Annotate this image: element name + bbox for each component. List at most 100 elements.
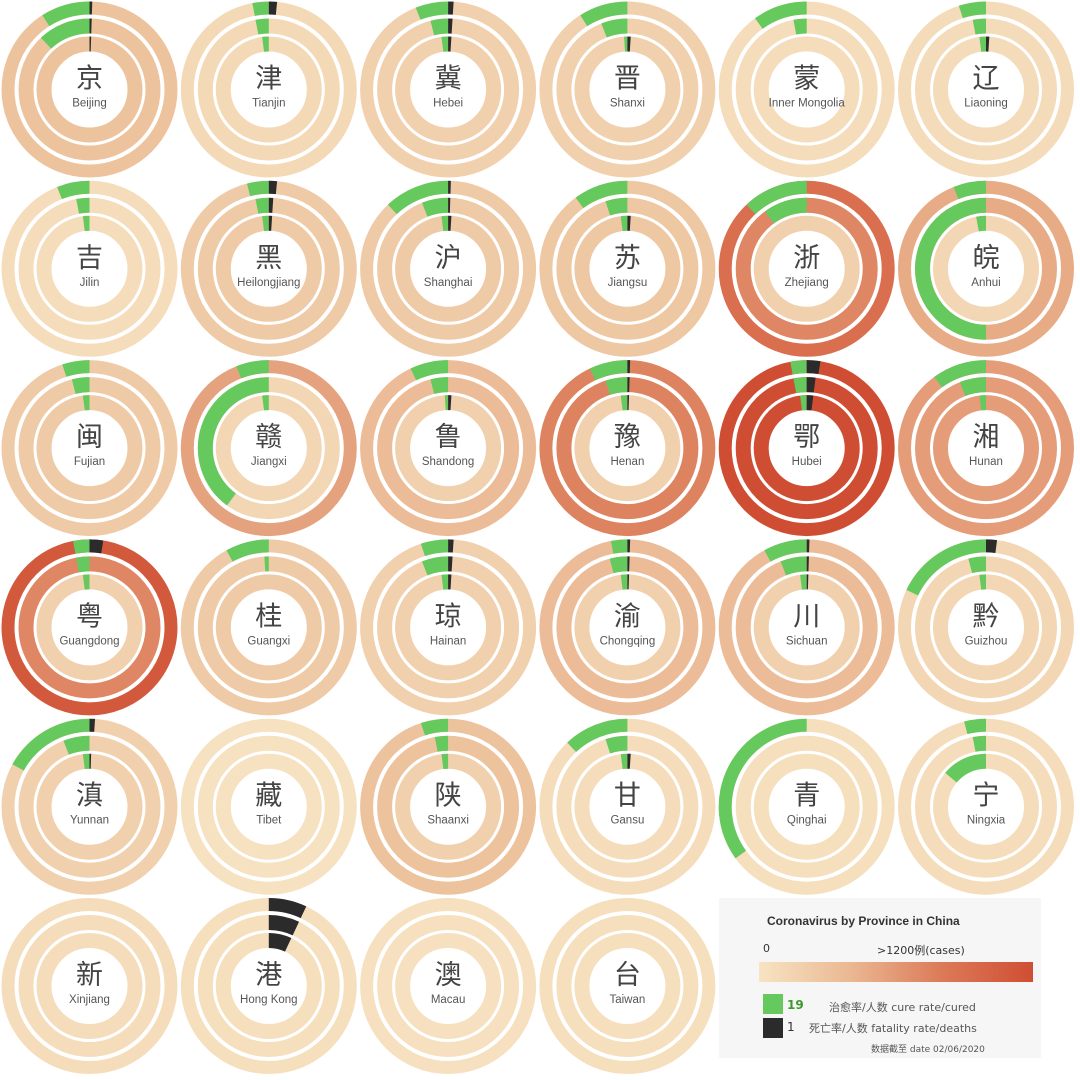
province-beijing: 京 Beijing — [1, 1, 178, 178]
cure-arc-middle — [972, 735, 986, 752]
cure-arc-outer — [236, 360, 269, 379]
cure-arc-outer — [415, 1, 449, 20]
cure-arc-inner — [441, 36, 449, 52]
province-henan: 豫 Henan — [539, 360, 716, 537]
province-character: 鄂 — [793, 422, 820, 453]
cure-arc-outer — [934, 360, 986, 388]
province-fujian: 闽 Fujian — [1, 360, 178, 537]
province-character: 皖 — [973, 243, 1000, 274]
legend-scale-min: 0 — [763, 942, 770, 955]
case-ring-inner — [215, 574, 322, 681]
province-name: Jiangsu — [608, 277, 648, 289]
cure-arc-inner — [976, 215, 986, 232]
case-ring-inner — [753, 753, 860, 860]
case-ring-inner — [753, 215, 860, 322]
cure-arc-middle — [71, 377, 90, 394]
province-sichuan: 川 Sichuan — [718, 539, 895, 716]
province-character: 台 — [614, 960, 641, 991]
province-name: Xinjiang — [69, 994, 110, 1006]
province-character: 沪 — [435, 243, 462, 274]
province-tibet: 藏 Tibet — [180, 718, 357, 895]
legend-death-label: 死亡率/人数 fatality rate/deaths — [809, 1022, 977, 1035]
case-ring-outer — [180, 718, 357, 895]
province-name: Hainan — [430, 635, 466, 647]
cure-arc-inner — [800, 574, 807, 590]
death-arc-inner — [627, 753, 631, 769]
province-character: 川 — [793, 601, 820, 632]
death-arc-inner — [89, 36, 92, 52]
cure-arc-inner — [82, 395, 90, 411]
cure-arc-middle — [421, 556, 449, 576]
death-arc-middle — [627, 556, 630, 572]
province-character: 黑 — [255, 243, 282, 274]
province-name: Fujian — [74, 456, 105, 468]
province-character: 青 — [793, 781, 820, 812]
province-character: 宁 — [973, 781, 1000, 812]
province-name: Heilongjiang — [237, 277, 300, 289]
province-name: Tianjin — [252, 98, 285, 110]
province-name: Guangdong — [59, 635, 119, 647]
death-arc-inner — [89, 753, 92, 769]
death-arc-outer — [89, 718, 96, 732]
cure-arc-outer — [226, 539, 269, 562]
death-arc-inner — [627, 215, 631, 231]
cure-arc-middle — [264, 556, 269, 572]
province-name: Ningxia — [967, 815, 1006, 827]
province-name: Shanxi — [610, 98, 645, 110]
province-name: Yunnan — [70, 815, 109, 827]
province-character: 港 — [255, 960, 282, 991]
province-name: Guangxi — [247, 635, 290, 647]
cure-arc-inner — [82, 215, 90, 232]
province-name: Tibet — [256, 815, 282, 827]
death-arc-outer — [268, 180, 278, 195]
province-character: 澳 — [435, 960, 462, 991]
province-qinghai: 青 Qinghai — [718, 718, 895, 895]
cure-arc-middle — [764, 197, 807, 224]
cure-arc-inner — [624, 36, 628, 52]
province-ningxia: 宁 Ningxia — [898, 718, 1074, 895]
case-ring-inner — [395, 933, 502, 1039]
province-name: Beijing — [72, 98, 107, 110]
cure-arc-middle — [793, 18, 807, 35]
province-character: 桂 — [255, 601, 282, 632]
cure-arc-middle — [605, 197, 628, 216]
province-inner-mongolia: 蒙 Inner Mongolia — [718, 1, 895, 178]
cure-arc-outer — [420, 718, 449, 736]
death-arc-middle — [448, 556, 453, 572]
case-ring-middle — [18, 915, 161, 1057]
cure-arc-outer — [420, 539, 449, 557]
cure-arc-middle — [255, 18, 269, 35]
province-character: 京 — [76, 64, 103, 95]
cure-arc-outer — [387, 180, 449, 215]
cure-arc-middle — [421, 197, 449, 217]
death-arc-outer — [627, 360, 631, 374]
death-arc-middle — [806, 556, 809, 572]
province-heilongjiang: 黑 Heilongjiang — [180, 180, 357, 357]
death-arc-middle — [268, 197, 274, 213]
province-character: 赣 — [255, 422, 282, 453]
cure-arc-middle — [255, 197, 269, 214]
cure-arc-middle — [601, 18, 628, 38]
province-name: Anhui — [971, 277, 1000, 289]
cure-arc-outer — [718, 718, 807, 859]
legend-scale-max: >1200例(cases) — [877, 944, 965, 957]
cure-arc-outer — [575, 180, 628, 209]
province-jiangxi: 赣 Jiangxi — [180, 360, 357, 537]
legend-cure-label: 治愈率/人数 cure rate/cured — [829, 1001, 976, 1014]
cure-arc-middle — [780, 556, 807, 576]
case-ring-inner — [753, 36, 860, 143]
case-ring-middle — [735, 735, 878, 878]
death-arc-inner — [627, 395, 630, 411]
cure-arc-outer — [958, 1, 986, 19]
cure-arc-outer — [246, 180, 269, 197]
cure-arc-inner — [620, 574, 628, 590]
death-arc-inner — [806, 395, 814, 411]
case-ring-outer — [539, 898, 716, 1074]
province-taiwan: 台 Taiwan — [539, 898, 716, 1074]
cure-arc-outer — [567, 718, 628, 753]
province-xinjiang: 新 Xinjiang — [1, 898, 178, 1074]
cure-arc-outer — [57, 180, 90, 200]
province-guangxi: 桂 Guangxi — [180, 539, 357, 716]
cure-arc-outer — [764, 539, 807, 562]
cure-arc-outer — [62, 360, 90, 377]
